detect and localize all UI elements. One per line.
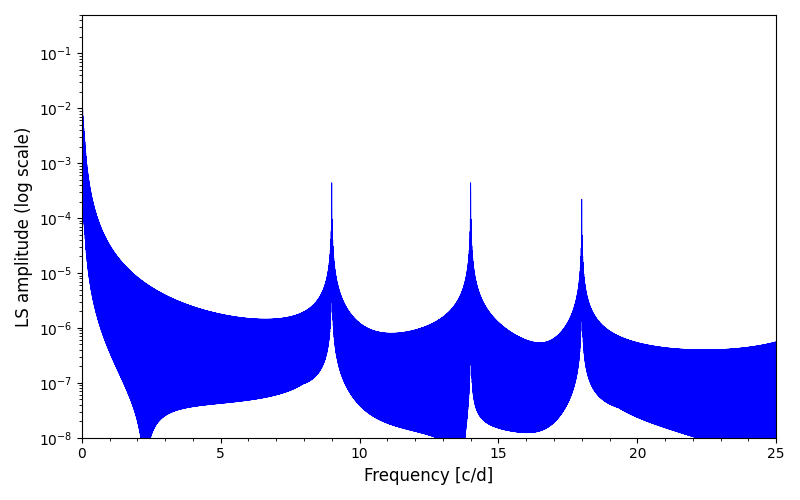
Y-axis label: LS amplitude (log scale): LS amplitude (log scale) [15,126,33,326]
X-axis label: Frequency [c/d]: Frequency [c/d] [364,467,494,485]
